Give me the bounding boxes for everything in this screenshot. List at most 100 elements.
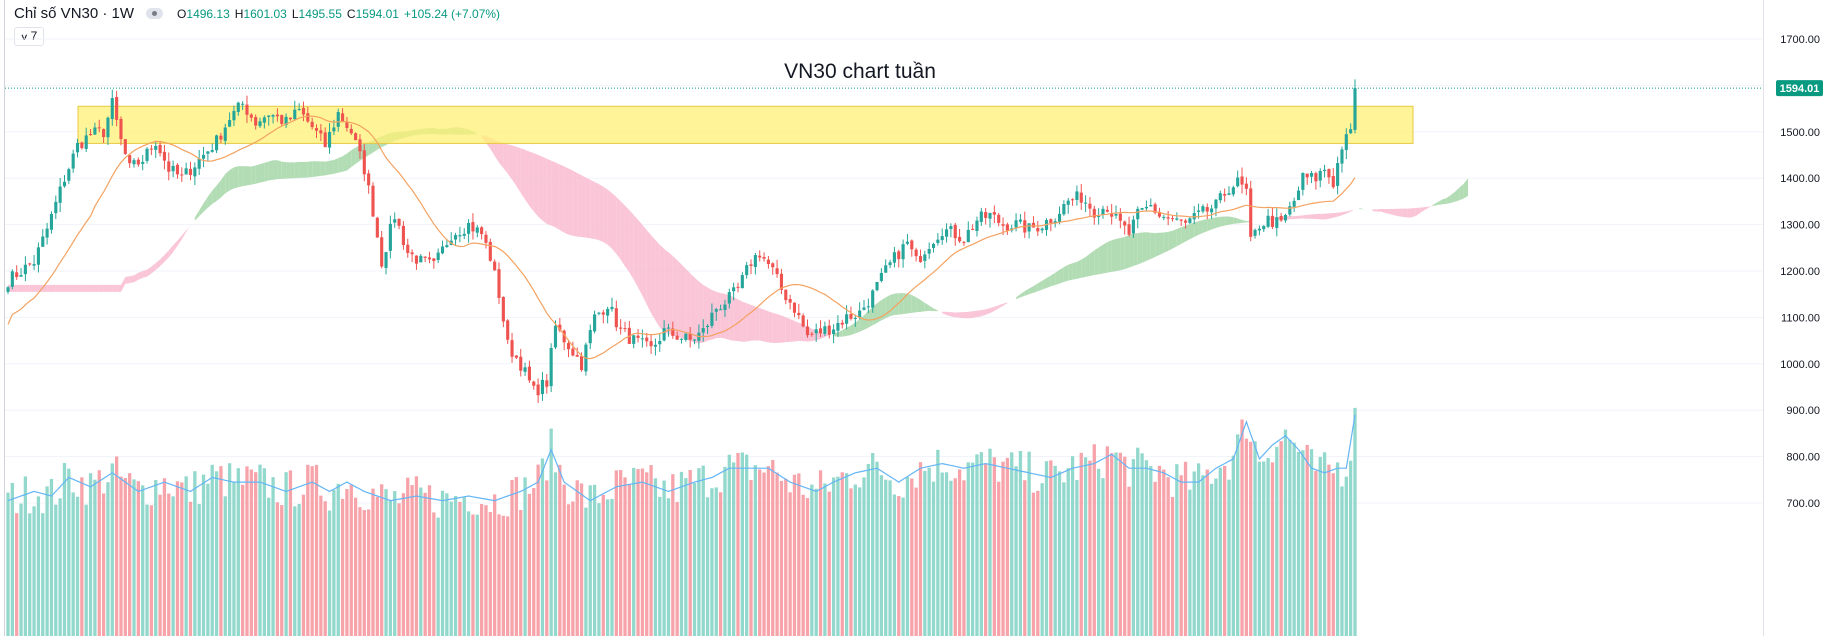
cloud-segment bbox=[368, 140, 373, 156]
volume-bar bbox=[206, 483, 210, 636]
cloud-segment bbox=[203, 196, 208, 212]
volume-bar bbox=[49, 478, 54, 636]
candle bbox=[892, 246, 896, 268]
volume-bar bbox=[1318, 456, 1322, 636]
volume-bar bbox=[592, 484, 597, 636]
cloud-segment bbox=[1029, 286, 1034, 295]
candle bbox=[314, 124, 319, 139]
candle bbox=[406, 238, 410, 258]
cloud-segment bbox=[1124, 235, 1130, 270]
candle bbox=[1131, 215, 1135, 238]
cloud-segment bbox=[68, 284, 74, 292]
candle bbox=[727, 288, 731, 309]
volume-bar bbox=[688, 470, 692, 636]
candle bbox=[706, 324, 710, 334]
cloud-segment bbox=[1381, 209, 1386, 214]
symbol-title[interactable]: Chỉ số VN30 · 1W bbox=[14, 5, 135, 22]
candle bbox=[888, 259, 892, 269]
cloud-segment bbox=[877, 300, 882, 323]
candle bbox=[1118, 208, 1122, 229]
resistance-zone bbox=[77, 105, 1414, 144]
volume-bar bbox=[67, 468, 71, 636]
cloud-segment bbox=[551, 160, 556, 228]
moving-average-line bbox=[7, 115, 1356, 360]
cloud-segment bbox=[1333, 212, 1338, 218]
volume-bar bbox=[1240, 419, 1244, 636]
volume-bar bbox=[327, 510, 332, 636]
indicators-collapse-button[interactable]: ∨ 7 bbox=[14, 27, 45, 46]
candle bbox=[719, 304, 723, 311]
candle bbox=[871, 289, 875, 313]
cloud-segment bbox=[1129, 233, 1134, 268]
cloud-segment bbox=[216, 180, 221, 202]
volume-bar bbox=[562, 484, 566, 636]
cloud-segment bbox=[199, 203, 204, 217]
volume-bar bbox=[788, 492, 792, 636]
volume-bar bbox=[323, 501, 327, 636]
cloud-segment bbox=[1207, 218, 1212, 232]
volume-bar bbox=[1196, 463, 1201, 636]
candle bbox=[975, 216, 979, 237]
cloud-segment bbox=[286, 162, 291, 179]
cloud-segment bbox=[616, 197, 621, 260]
volume-bar bbox=[436, 517, 440, 636]
volume-bar bbox=[840, 472, 844, 636]
candle bbox=[818, 320, 823, 338]
visibility-eye-icon[interactable] bbox=[146, 8, 164, 19]
cloud-segment bbox=[116, 284, 121, 292]
cloud-segment bbox=[181, 230, 187, 240]
cloud-segment bbox=[94, 284, 100, 292]
chevron-down-icon: ∨ bbox=[20, 32, 29, 42]
candle bbox=[1166, 210, 1170, 226]
cloud-segment bbox=[525, 149, 530, 207]
volume-bar bbox=[997, 481, 1001, 636]
volume-bar bbox=[1249, 441, 1253, 636]
volume-bar bbox=[80, 477, 84, 636]
candle bbox=[918, 249, 923, 263]
cloud-segment bbox=[955, 312, 960, 318]
volume-bar bbox=[201, 474, 206, 636]
candle bbox=[545, 374, 549, 394]
volume-bar bbox=[128, 473, 132, 636]
cloud-segment bbox=[603, 186, 608, 245]
volume-bar bbox=[779, 480, 784, 636]
cloud-segment bbox=[629, 210, 634, 280]
volume-bar bbox=[501, 515, 505, 636]
candle bbox=[388, 215, 392, 259]
candle bbox=[358, 134, 362, 159]
volume-bar bbox=[784, 478, 788, 636]
candle bbox=[1062, 200, 1066, 216]
volume-bar bbox=[332, 489, 336, 636]
candle bbox=[1279, 212, 1283, 222]
cloud-segment bbox=[1150, 232, 1156, 259]
cloud-segment bbox=[1163, 231, 1169, 253]
candle bbox=[1110, 203, 1114, 225]
candle bbox=[180, 167, 184, 182]
volume-bar bbox=[936, 449, 940, 636]
volume-bar bbox=[1192, 471, 1196, 636]
volume-bar bbox=[280, 505, 284, 636]
cloud-segment bbox=[168, 245, 174, 258]
volume-bar bbox=[619, 470, 623, 636]
cloud-segment bbox=[946, 311, 951, 317]
candle bbox=[288, 117, 292, 121]
volume-bar bbox=[1136, 447, 1140, 636]
cloud-segment bbox=[924, 302, 930, 312]
cloud-segment bbox=[160, 254, 165, 267]
volume-bar bbox=[15, 513, 19, 636]
volume-bar bbox=[1292, 442, 1296, 636]
candle bbox=[49, 211, 54, 234]
cloud-segment bbox=[320, 161, 326, 176]
candle bbox=[62, 175, 67, 188]
volume-bar bbox=[336, 483, 340, 636]
volume-bar bbox=[1253, 441, 1257, 636]
volume-bar bbox=[28, 513, 32, 636]
volume-bar bbox=[866, 463, 870, 636]
cloud-segment bbox=[129, 275, 135, 284]
volume-bar bbox=[384, 489, 388, 636]
cloud-segment bbox=[346, 150, 352, 171]
cloud-segment bbox=[620, 201, 626, 267]
price-axis[interactable]: 1700.001600.001500.001400.001300.001200.… bbox=[1780, 34, 1820, 510]
cloud-segment bbox=[842, 327, 847, 337]
